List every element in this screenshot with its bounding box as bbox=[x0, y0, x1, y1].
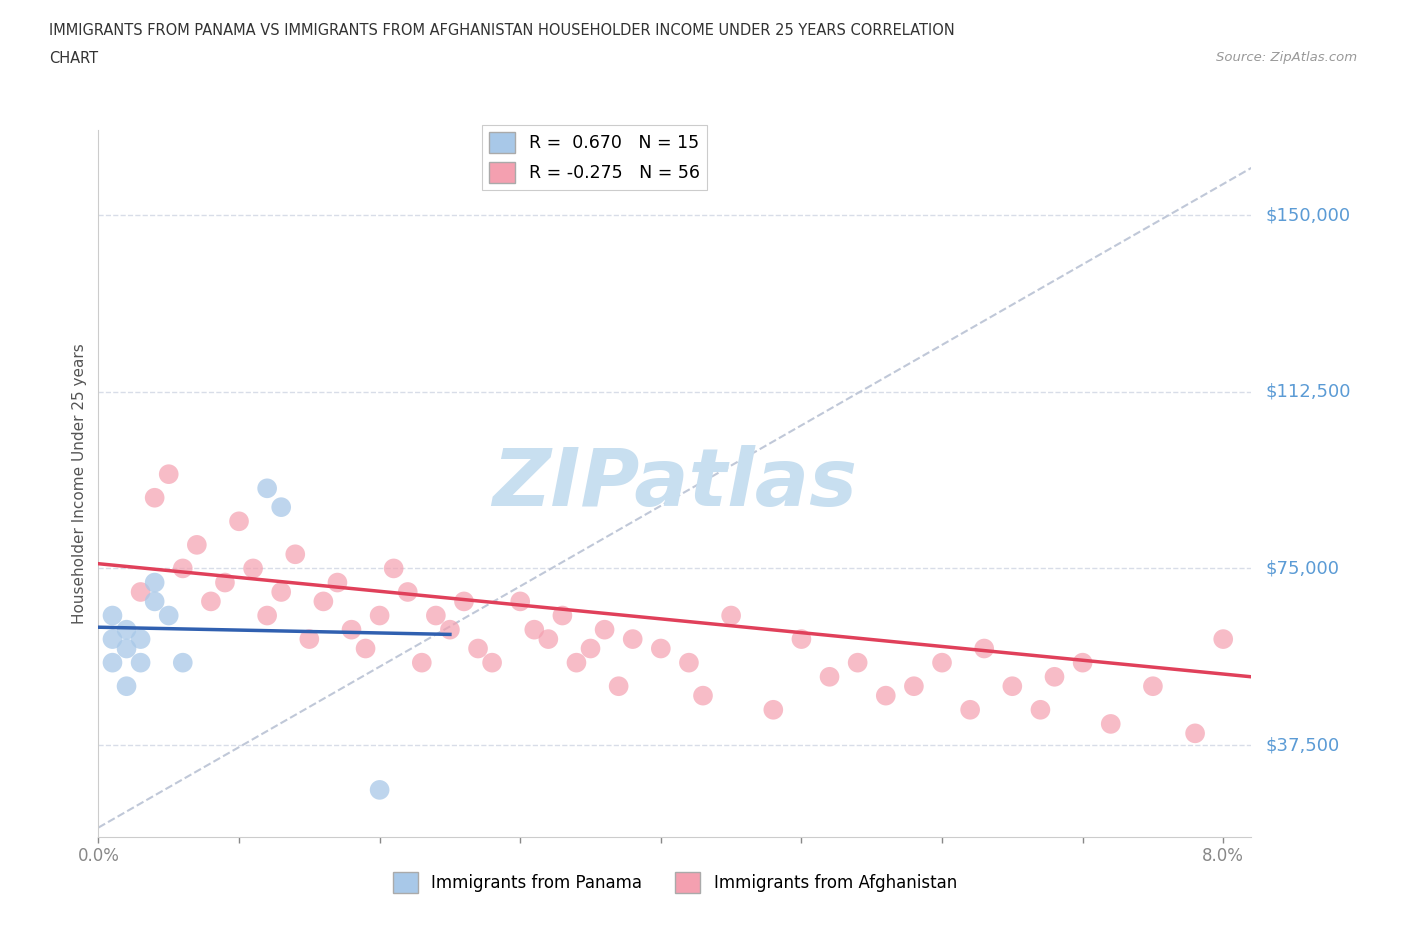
Point bbox=[1071, 656, 1094, 671]
Point bbox=[439, 622, 461, 637]
Point bbox=[650, 641, 672, 656]
Point bbox=[818, 670, 841, 684]
Point bbox=[762, 702, 785, 717]
Point bbox=[846, 656, 869, 671]
Text: IMMIGRANTS FROM PANAMA VS IMMIGRANTS FROM AFGHANISTAN HOUSEHOLDER INCOME UNDER 2: IMMIGRANTS FROM PANAMA VS IMMIGRANTS FRO… bbox=[49, 23, 955, 38]
Text: CHART: CHART bbox=[49, 51, 98, 66]
Point bbox=[959, 702, 981, 717]
Point bbox=[101, 608, 124, 623]
Point bbox=[115, 679, 138, 694]
Point bbox=[1142, 679, 1164, 694]
Point bbox=[143, 490, 166, 505]
Point bbox=[720, 608, 742, 623]
Point bbox=[565, 656, 588, 671]
Text: ZIPatlas: ZIPatlas bbox=[492, 445, 858, 523]
Legend: Immigrants from Panama, Immigrants from Afghanistan: Immigrants from Panama, Immigrants from … bbox=[387, 866, 963, 899]
Text: $150,000: $150,000 bbox=[1265, 206, 1350, 224]
Point bbox=[186, 538, 208, 552]
Point bbox=[551, 608, 574, 623]
Point bbox=[200, 594, 222, 609]
Text: Source: ZipAtlas.com: Source: ZipAtlas.com bbox=[1216, 51, 1357, 64]
Point bbox=[537, 631, 560, 646]
Point bbox=[1029, 702, 1052, 717]
Point bbox=[1212, 631, 1234, 646]
Point bbox=[467, 641, 489, 656]
Point bbox=[129, 631, 152, 646]
Point bbox=[157, 608, 180, 623]
Point bbox=[157, 467, 180, 482]
Y-axis label: Householder Income Under 25 years: Householder Income Under 25 years bbox=[72, 343, 87, 624]
Point bbox=[453, 594, 475, 609]
Point bbox=[354, 641, 377, 656]
Text: $112,500: $112,500 bbox=[1265, 383, 1351, 401]
Text: $37,500: $37,500 bbox=[1265, 737, 1340, 754]
Point bbox=[523, 622, 546, 637]
Point bbox=[1099, 716, 1122, 731]
Point bbox=[256, 608, 278, 623]
Point bbox=[115, 641, 138, 656]
Point bbox=[931, 656, 953, 671]
Point bbox=[1001, 679, 1024, 694]
Point bbox=[101, 656, 124, 671]
Point bbox=[129, 656, 152, 671]
Point bbox=[509, 594, 531, 609]
Point bbox=[607, 679, 630, 694]
Point bbox=[1043, 670, 1066, 684]
Point bbox=[326, 575, 349, 590]
Point bbox=[579, 641, 602, 656]
Point bbox=[256, 481, 278, 496]
Point bbox=[368, 782, 391, 797]
Point bbox=[172, 656, 194, 671]
Point bbox=[368, 608, 391, 623]
Point bbox=[396, 585, 419, 600]
Point bbox=[678, 656, 700, 671]
Point bbox=[228, 514, 250, 529]
Point bbox=[284, 547, 307, 562]
Point bbox=[101, 631, 124, 646]
Point bbox=[692, 688, 714, 703]
Point bbox=[270, 585, 292, 600]
Point bbox=[382, 561, 405, 576]
Point bbox=[875, 688, 897, 703]
Point bbox=[903, 679, 925, 694]
Point bbox=[214, 575, 236, 590]
Point bbox=[973, 641, 995, 656]
Point bbox=[242, 561, 264, 576]
Point bbox=[790, 631, 813, 646]
Point bbox=[172, 561, 194, 576]
Text: $75,000: $75,000 bbox=[1265, 560, 1340, 578]
Point bbox=[143, 594, 166, 609]
Point bbox=[143, 575, 166, 590]
Point bbox=[621, 631, 644, 646]
Point bbox=[312, 594, 335, 609]
Point bbox=[340, 622, 363, 637]
Point bbox=[115, 622, 138, 637]
Point bbox=[129, 585, 152, 600]
Point bbox=[425, 608, 447, 623]
Point bbox=[593, 622, 616, 637]
Point bbox=[298, 631, 321, 646]
Point bbox=[481, 656, 503, 671]
Point bbox=[270, 499, 292, 514]
Point bbox=[411, 656, 433, 671]
Point bbox=[1184, 726, 1206, 741]
